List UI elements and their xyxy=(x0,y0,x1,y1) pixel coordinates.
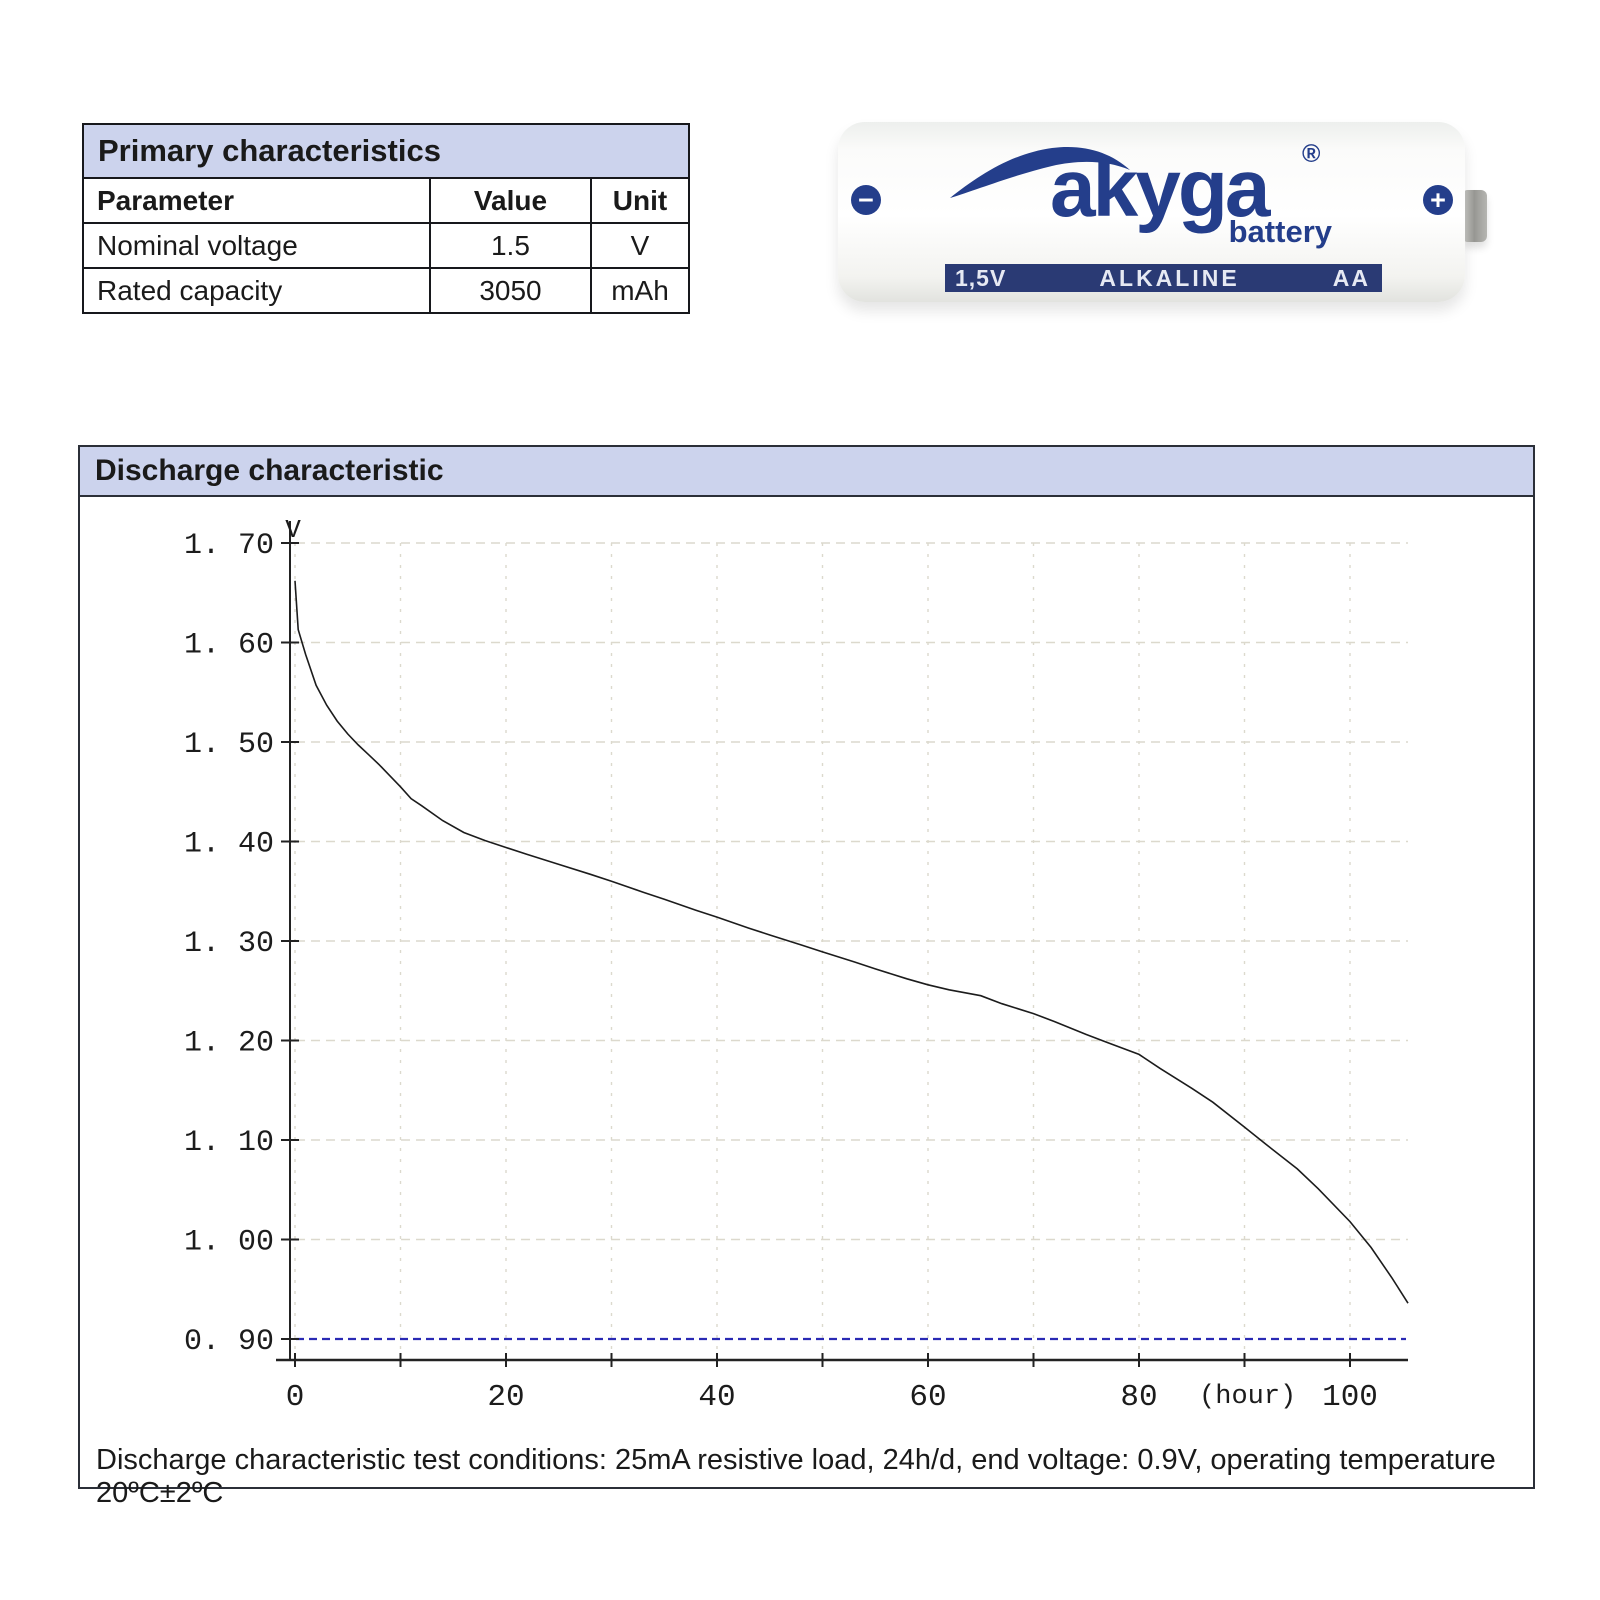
positive-terminal-nub xyxy=(1464,190,1487,242)
cell-value: 3050 xyxy=(428,267,592,314)
table-row: Rated capacity 3050 mAh xyxy=(82,267,691,314)
column-header-unit: Unit xyxy=(589,177,691,224)
x-tick-label: 40 xyxy=(698,1380,735,1415)
y-tick-label: 1. 60 xyxy=(184,629,274,663)
x-axis-unit-label: (hour) xyxy=(1199,1382,1296,1412)
battery-image: akyga ® battery − + 1,5V ALKALINE AA xyxy=(838,122,1500,312)
label-chemistry: ALKALINE xyxy=(1099,264,1240,291)
plus-sign: + xyxy=(1430,184,1446,215)
y-tick-label: 0. 90 xyxy=(184,1325,274,1359)
discharge-section-title: Discharge characteristic xyxy=(80,447,1533,497)
table-title: Primary characteristics xyxy=(82,123,690,179)
grid-horizontal xyxy=(296,542,1408,1241)
y-tick-label: 1. 70 xyxy=(184,529,274,563)
table-row: Nominal voltage 1.5 V xyxy=(82,222,691,269)
brand-swoosh-icon xyxy=(950,146,1130,198)
discharge-chart: 1. 70 1. 60 1. 50 1. 40 1. 30 1. 20 1. 10 1. 00… xyxy=(184,515,1409,1415)
x-tick-label: 100 xyxy=(1322,1380,1378,1415)
discharge-curve-line xyxy=(294,580,1409,1304)
discharge-section: Discharge characteristic 1. 70 1. 60 1. 50… xyxy=(78,445,1535,1509)
x-tick-label: 0 xyxy=(286,1380,305,1415)
table-title-row: Primary characteristics xyxy=(82,123,690,179)
x-tick-label: 60 xyxy=(909,1380,946,1415)
column-header-value: Value xyxy=(428,177,592,224)
x-tick-label: 80 xyxy=(1120,1380,1157,1415)
discharge-curve xyxy=(294,580,1409,1304)
y-tick-label: 1. 00 xyxy=(184,1226,274,1260)
x-tick-label: 20 xyxy=(487,1380,524,1415)
y-tick-label: 1. 50 xyxy=(184,728,274,762)
axis-labels: 1. 70 1. 60 1. 50 1. 40 1. 30 1. 20 1. 10 1. 00… xyxy=(184,515,1378,1415)
battery-body: akyga ® battery − + 1,5V ALKALINE AA xyxy=(838,122,1465,302)
cell-parameter: Nominal voltage xyxy=(82,222,431,269)
battery-label-band: 1,5V ALKALINE AA xyxy=(945,264,1382,292)
y-tick-label: 1. 10 xyxy=(184,1126,274,1160)
minus-sign: − xyxy=(858,184,874,215)
label-voltage: 1,5V xyxy=(955,264,1007,291)
cell-value: 1.5 xyxy=(428,222,592,269)
brand-logo: akyga xyxy=(1050,143,1271,234)
y-tick-label: 1. 20 xyxy=(184,1027,274,1061)
cell-unit: V xyxy=(589,222,691,269)
brand-logo-suffix: battery xyxy=(1228,214,1332,249)
registered-trademark-icon: ® xyxy=(1302,140,1321,168)
cell-parameter: Rated capacity xyxy=(82,267,431,314)
grid-vertical xyxy=(294,543,1351,1359)
y-tick-label: 1. 40 xyxy=(184,828,274,862)
y-axis-unit-label: V xyxy=(285,515,301,545)
y-tick-label: 1. 30 xyxy=(184,927,274,961)
primary-characteristics-table: Primary characteristics Parameter Value … xyxy=(82,123,691,314)
label-size: AA xyxy=(1332,264,1370,291)
axis-ticks xyxy=(281,542,1351,1367)
test-conditions-caption: Discharge characteristic test conditions… xyxy=(96,1444,1496,1509)
negative-terminal-icon: − xyxy=(851,185,881,215)
cell-unit: mAh xyxy=(589,267,691,314)
table-header-row: Parameter Value Unit xyxy=(82,177,691,224)
positive-terminal-icon: + xyxy=(1423,185,1453,215)
column-header-parameter: Parameter xyxy=(82,177,431,224)
